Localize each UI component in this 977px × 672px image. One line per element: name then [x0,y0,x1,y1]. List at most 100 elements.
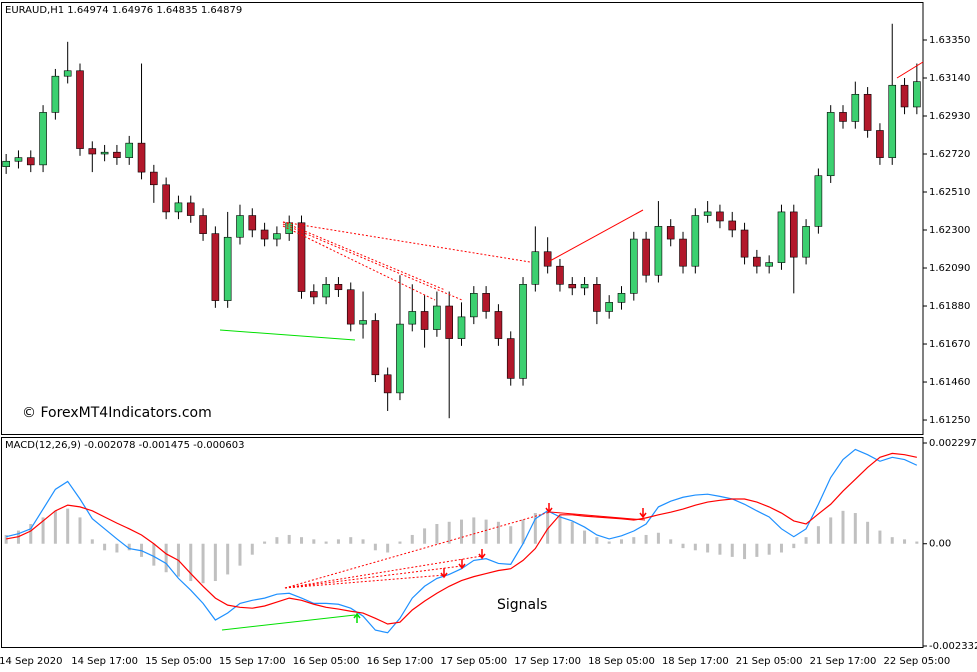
macd-panel [1,437,924,648]
x-tick-label: 21 Sep 17:00 [810,656,877,667]
candle-body [617,293,626,303]
histogram-bar [706,543,710,553]
histogram-bar [103,543,107,551]
sell-arrow [478,549,486,560]
histogram-bar [558,515,562,544]
candle-body [740,229,749,258]
histogram-bar [595,537,599,544]
histogram-bar [361,539,365,544]
histogram-bar [460,519,463,544]
candle-body [76,70,84,149]
histogram-bar [41,517,45,544]
divergence-line [896,61,924,79]
divergence-line [547,209,644,263]
candle-body [888,84,897,158]
divergence-line [282,223,463,301]
histogram-bar [521,519,525,544]
x-tick-label: 17 Sep 05:00 [440,656,507,667]
candle-body [629,238,638,294]
x-tick-label: 14 Sep 2020 [0,656,62,667]
y-tick-label: 1.61670 [929,339,970,350]
candle-body [482,293,490,312]
histogram-bar [472,517,476,544]
y-tick-label: 1.61460 [929,377,970,388]
divergence-line [549,511,646,521]
candle-body [359,320,367,325]
candle-body [113,151,121,158]
histogram-bar [484,519,488,544]
x-tick-label: 22 Sep 05:00 [883,656,950,667]
candle-body [51,75,60,113]
candle-body [506,338,515,379]
candle-body [543,251,552,267]
histogram-bar [890,537,894,544]
histogram-bar [410,534,414,544]
histogram-bar [115,543,119,553]
candle-body [186,202,195,216]
histogram-bar [349,537,353,544]
histogram-bar [312,539,316,544]
histogram-bar [767,543,771,555]
candle-body [199,215,207,234]
histogram-bar [423,528,427,544]
histogram-bar [250,543,254,555]
candle-body [150,171,158,186]
candle-body [802,226,810,258]
candle-body [593,284,601,312]
x-tick-label: 16 Sep 17:00 [367,656,434,667]
histogram-bar [755,543,759,557]
divergence-line [282,221,446,291]
x-tick-label: 16 Sep 05:00 [293,656,360,667]
y-tick-label: 0.00 [929,539,951,550]
y-tick-label: 0.002297 [929,438,977,449]
histogram-bar [435,523,439,544]
histogram-bar [152,543,156,566]
histogram-bar [127,543,131,551]
candle-body [900,84,909,108]
histogram-bar [496,521,500,544]
candle-body [396,323,404,394]
y-tick-label: 1.62510 [929,187,970,198]
histogram-bar [275,537,279,544]
histogram-bar [792,543,796,549]
sell-arrow [440,568,448,579]
histogram-bar [509,526,513,544]
candle-body [703,211,712,216]
histogram-bar [632,537,636,544]
y-tick-label: 1.61880 [929,301,970,312]
candle-body [789,211,798,258]
candle-body [273,233,281,240]
divergence-line [219,329,356,341]
divergence-line [221,614,356,631]
histogram-bar [878,530,882,544]
candle-body [297,222,306,292]
histogram-bar [90,539,94,544]
candle-body [248,215,257,231]
candle-body [679,238,687,267]
candle-body [14,157,23,162]
histogram-bar [398,541,402,544]
y-tick-label: 1.61250 [929,415,970,426]
candle-body [605,302,613,312]
histogram-bar [903,539,907,544]
histogram-bar [915,541,919,544]
histogram-bar [853,513,857,544]
candle-body [162,184,170,213]
candle-body [814,175,823,227]
histogram-bar [287,534,291,544]
histogram-bar [681,543,685,549]
candle-body [100,151,109,155]
histogram-bar [669,539,673,544]
candle-body [174,202,183,213]
histogram-bar [164,543,168,573]
indicator-line [6,448,918,634]
histogram-bar [263,541,267,544]
candle-body [2,160,10,167]
candle-body [457,316,466,339]
histogram-bar [730,543,734,557]
candle-body [408,311,417,325]
histogram-bar [619,539,623,544]
candle-body [876,130,884,158]
